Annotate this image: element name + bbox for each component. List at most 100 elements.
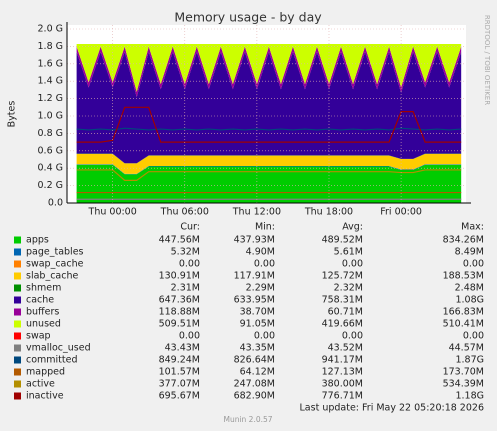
x-tick-label: Thu 18:00: [304, 207, 353, 218]
stat-value: 4.90M: [246, 247, 275, 258]
legend-swatch: [14, 296, 21, 304]
stat-value: 0.00: [254, 331, 275, 342]
stat-value: 1.18G: [455, 391, 484, 402]
legend-label: mapped: [26, 367, 65, 378]
area: [76, 44, 462, 92]
footer: Last update: Fri May 22 05:20:18 2026: [300, 403, 484, 414]
stat-value: 43.52M: [328, 343, 363, 354]
x-tick-label: Thu 06:00: [160, 207, 209, 218]
legend-label: inactive: [26, 391, 64, 402]
stat-value: 380.00M: [322, 379, 363, 390]
x-tick-label: Thu 00:00: [88, 207, 137, 218]
legend-swatch: [14, 308, 21, 316]
stat-value: 1.87G: [455, 355, 484, 366]
plot: [76, 44, 462, 203]
legend-label: buffers: [26, 307, 59, 318]
stat-value: 509.51M: [159, 319, 200, 330]
stat-value: 5.32M: [171, 247, 200, 258]
legend-label: cache: [26, 295, 54, 306]
y-tick-label: 1.8 G: [38, 41, 64, 52]
stat-value: 2.48M: [455, 283, 484, 294]
area: [76, 164, 462, 175]
stat-value: 117.91M: [234, 271, 275, 282]
stat-value: 44.57M: [449, 343, 484, 354]
legend-swatch: [14, 344, 21, 352]
legend-swatch: [14, 392, 21, 400]
stat-value: 64.12M: [240, 367, 275, 378]
line: [76, 169, 462, 181]
legend-label: active: [26, 379, 55, 390]
stat-value: 0.00: [463, 331, 484, 342]
stat-value: 188.53M: [443, 271, 484, 282]
y-tick-label: 0.6 G: [38, 145, 64, 156]
y-tick-label: 0.2 G: [38, 180, 64, 191]
stat-value: 0.00: [463, 259, 484, 270]
stat-value: 941.17M: [322, 355, 363, 366]
stat-value: 127.13M: [322, 367, 363, 378]
stat-value: 633.95M: [234, 295, 275, 306]
stat-value: 0.00: [254, 259, 275, 270]
stat-value: 43.35M: [240, 343, 275, 354]
stat-value: 60.71M: [328, 307, 363, 318]
y-tick-label: 1.4 G: [38, 76, 64, 87]
y-tick-label: 1.2 G: [38, 93, 64, 104]
stat-value: 826.64M: [234, 355, 275, 366]
area: [76, 51, 462, 164]
stat-value: 534.39M: [443, 379, 484, 390]
stat-value: 247.08M: [234, 379, 275, 390]
stat-header: Avg:: [342, 222, 363, 233]
legend-swatch: [14, 284, 21, 292]
stat-value: 43.43M: [165, 343, 200, 354]
stat-value: 5.61M: [334, 247, 363, 258]
y-tick-label: 0.8 G: [38, 128, 64, 139]
area: [76, 164, 462, 203]
legend-label: shmem: [26, 283, 61, 294]
stat-value: 0.00: [342, 331, 363, 342]
y-tick-label: 1.6 G: [38, 58, 64, 69]
x-tick-label: Thu 12:00: [232, 207, 281, 218]
stat-value: 776.71M: [322, 391, 363, 402]
stat-value: 437.93M: [234, 235, 275, 246]
stat-value: 130.91M: [159, 271, 200, 282]
stat-header: Max:: [461, 222, 484, 233]
stat-value: 489.52M: [322, 235, 363, 246]
stat-value: 0.00: [342, 259, 363, 270]
stat-value: 695.67M: [159, 391, 200, 402]
legend-label: page_tables: [26, 247, 84, 258]
legend-swatch: [14, 272, 21, 280]
version: Munin 2.0.57: [223, 415, 272, 424]
legend-swatch: [14, 356, 21, 364]
line: [76, 106, 462, 143]
y-tick-label: 0.0: [48, 198, 63, 209]
legend-swatch: [14, 380, 21, 388]
stat-value: 125.72M: [322, 271, 363, 282]
side-text: RRDTOOL / TOBI OETIKER: [483, 15, 491, 105]
legend-label: unused: [26, 319, 61, 330]
stat-header: Min:: [255, 222, 275, 233]
stat-value: 758.31M: [322, 295, 363, 306]
legend-swatch: [14, 248, 21, 256]
stat-value: 2.29M: [246, 283, 275, 294]
legend-label: apps: [26, 235, 49, 246]
legend-swatch: [14, 236, 21, 244]
area: [76, 153, 462, 174]
legend-swatch: [14, 260, 21, 268]
stat-value: 834.26M: [443, 235, 484, 246]
stat-value: 91.05M: [240, 319, 275, 330]
legend-swatch: [14, 368, 21, 376]
stat-value: 166.83M: [443, 307, 484, 318]
stat-value: 118.88M: [159, 307, 200, 318]
y-tick-label: 0.4 G: [38, 163, 64, 174]
stat-value: 682.90M: [234, 391, 275, 402]
stat-value: 447.56M: [159, 235, 200, 246]
stat-value: 647.36M: [159, 295, 200, 306]
legend-label: swap_cache: [26, 259, 84, 270]
stat-value: 38.70M: [240, 307, 275, 318]
legend-swatch: [14, 332, 21, 340]
stat-value: 2.31M: [171, 283, 200, 294]
line: [76, 127, 462, 131]
y-tick-label: 2.0 G: [38, 24, 64, 35]
stat-value: 173.70M: [443, 367, 484, 378]
chart-title: Memory usage - by day: [174, 10, 322, 25]
